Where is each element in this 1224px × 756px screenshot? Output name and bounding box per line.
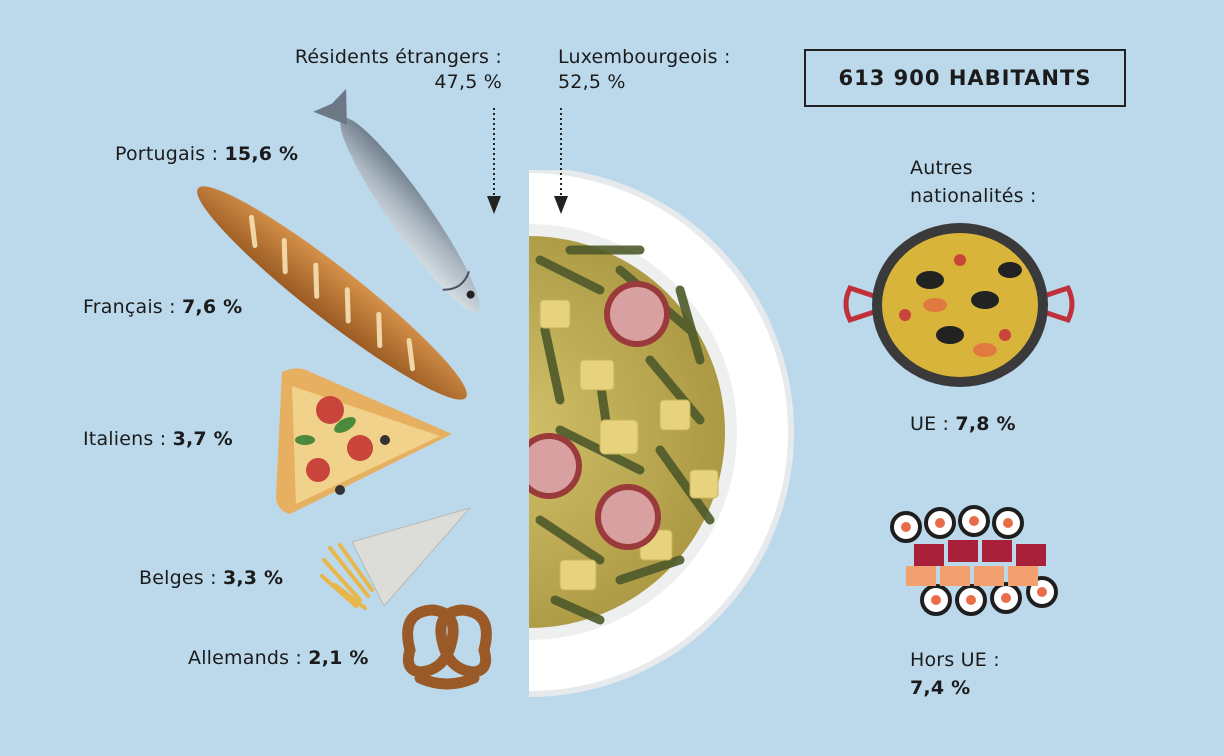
paella-pan-icon [843,223,1075,387]
other-nationalities-line1: Autres [910,157,973,179]
soup-plate-icon [529,170,794,697]
luxembourgers-label: Luxembourgeois : 52,5 % [558,45,731,95]
arrow-foreign-icon [487,108,501,214]
ue-value: 7,8 % [955,413,1016,435]
portugais-label: Portugais : 15,6 % [115,142,298,167]
francais-label: Français : 7,6 % [83,295,242,320]
hors-ue-label: Hors UE : 7,4 % [910,646,1000,702]
pizza-slice-icon [276,368,452,514]
pretzel-icon [402,604,492,690]
allemands-name: Allemands : [188,647,303,669]
luxembourgers-title: Luxembourgeois : [558,46,731,68]
allemands-value: 2,1 % [308,647,369,669]
luxembourgers-value: 52,5 % [558,71,626,93]
foreign-residents-title: Résidents étrangers : [294,46,502,68]
foreign-residents-label: Résidents étrangers : 47,5 % [295,45,502,95]
allemands-label: Allemands : 2,1 % [188,646,369,671]
ue-name: UE : [910,413,950,435]
ue-label: UE : 7,8 % [910,412,1016,437]
hors-ue-name: Hors UE : [910,649,1000,671]
population-total-box: 613 900 HABITANTS [804,49,1126,107]
hors-ue-value: 7,4 % [910,677,971,699]
other-nationalities-line2: nationalités : [910,185,1037,207]
belges-label: Belges : 3,3 % [139,566,283,591]
belges-value: 3,3 % [222,567,284,589]
belges-name: Belges : [139,567,217,589]
francais-name: Français : [83,296,176,318]
sushi-icon [890,505,1058,616]
italiens-value: 3,7 % [172,428,233,450]
italiens-name: Italiens : [83,428,167,450]
francais-value: 7,6 % [182,296,243,318]
portugais-value: 15,6 % [224,143,299,165]
fries-cone-icon [320,507,472,610]
portugais-name: Portugais : [115,143,219,165]
foreign-residents-value: 47,5 % [434,71,502,93]
other-nationalities-label: Autres nationalités : [910,154,1037,210]
population-total: 613 900 HABITANTS [838,66,1092,90]
baguette-icon [197,186,467,400]
sardine-icon [313,88,480,313]
italiens-label: Italiens : 3,7 % [83,427,233,452]
arrow-lux-icon [554,108,568,214]
